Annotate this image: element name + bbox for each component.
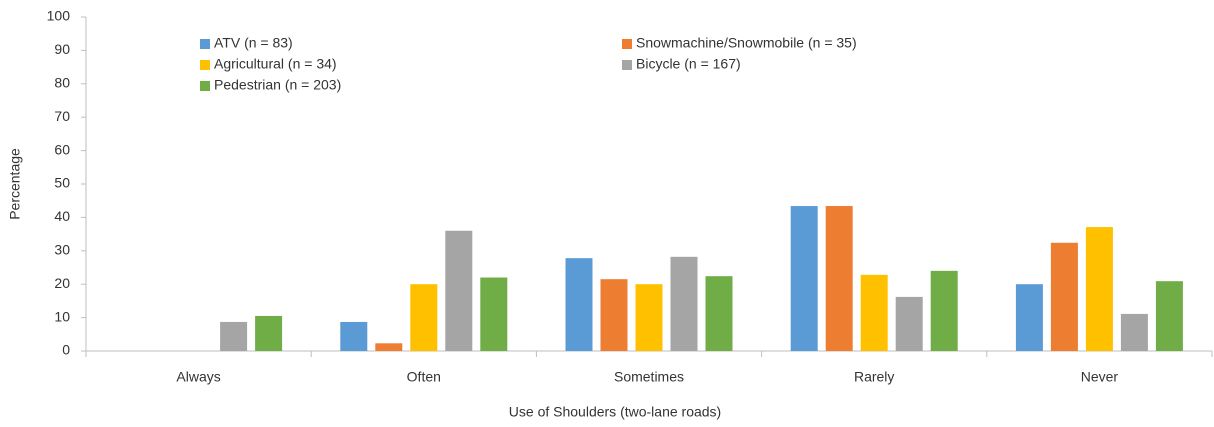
bar bbox=[255, 315, 283, 351]
x-tick-label: Often bbox=[407, 369, 441, 385]
x-tick-label: Sometimes bbox=[614, 369, 684, 385]
bar bbox=[445, 230, 473, 351]
bar bbox=[1120, 313, 1148, 351]
y-axis-title: Percentage bbox=[7, 148, 23, 220]
y-tick-label: 70 bbox=[54, 108, 70, 124]
x-tick-label: Always bbox=[176, 369, 220, 385]
y-tick-label: 0 bbox=[62, 342, 70, 358]
legend-swatch bbox=[622, 60, 632, 70]
y-tick-label: 80 bbox=[54, 75, 70, 91]
x-axis-title: Use of Shoulders (two-lane roads) bbox=[509, 404, 721, 420]
y-tick-label: 40 bbox=[54, 208, 70, 224]
legend-swatch bbox=[200, 60, 210, 70]
bar bbox=[670, 256, 698, 351]
legend-label: ATV (n = 83) bbox=[214, 35, 293, 51]
bar bbox=[635, 284, 663, 351]
bar bbox=[860, 274, 888, 351]
bar bbox=[1085, 227, 1113, 351]
x-tick-label: Rarely bbox=[854, 369, 894, 385]
legend-label: Pedestrian (n = 203) bbox=[214, 77, 341, 93]
legend-label: Snowmachine/Snowmobile (n = 35) bbox=[636, 35, 857, 51]
legend-label: Bicycle (n = 167) bbox=[636, 56, 741, 72]
x-tick-label: Never bbox=[1081, 369, 1119, 385]
bar bbox=[790, 206, 818, 351]
legend-swatch bbox=[200, 81, 210, 91]
bar bbox=[220, 321, 248, 351]
bar bbox=[1015, 284, 1043, 351]
bar bbox=[480, 277, 508, 351]
legend-swatch bbox=[622, 39, 632, 49]
y-tick-label: 50 bbox=[54, 175, 70, 191]
y-tick-label: 90 bbox=[54, 41, 70, 57]
legend-swatch bbox=[200, 39, 210, 49]
y-tick-label: 60 bbox=[54, 141, 70, 157]
bar bbox=[565, 258, 593, 351]
bar bbox=[1155, 281, 1183, 351]
bar bbox=[930, 270, 958, 351]
bar bbox=[1050, 242, 1078, 351]
y-tick-label: 20 bbox=[54, 275, 70, 291]
bar bbox=[705, 276, 733, 351]
legend-label: Agricultural (n = 34) bbox=[214, 56, 337, 72]
bar bbox=[895, 296, 923, 351]
bar bbox=[825, 206, 853, 351]
y-tick-label: 100 bbox=[47, 8, 71, 24]
bar bbox=[410, 284, 438, 351]
y-tick-label: 30 bbox=[54, 242, 70, 258]
bar bbox=[375, 343, 403, 351]
y-tick-label: 10 bbox=[54, 308, 70, 324]
bar bbox=[600, 279, 628, 351]
bar bbox=[340, 321, 368, 351]
